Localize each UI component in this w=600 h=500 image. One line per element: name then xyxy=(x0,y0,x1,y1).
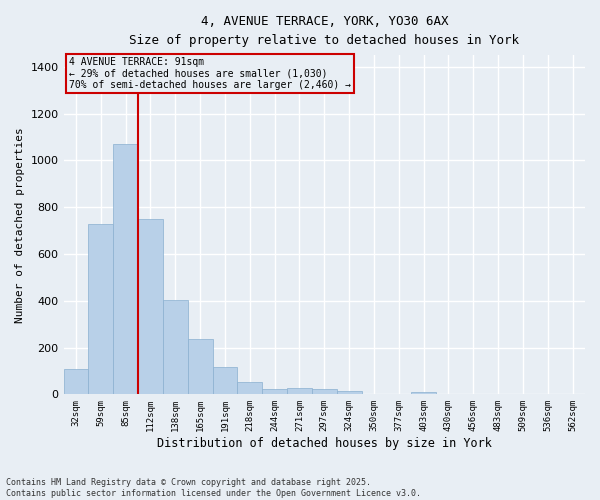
Bar xyxy=(64,368,88,394)
Bar xyxy=(238,382,262,394)
Bar xyxy=(212,368,238,394)
Text: Contains HM Land Registry data © Crown copyright and database right 2025.
Contai: Contains HM Land Registry data © Crown c… xyxy=(6,478,421,498)
Y-axis label: Number of detached properties: Number of detached properties xyxy=(15,127,25,322)
Bar xyxy=(262,389,287,394)
Bar xyxy=(312,389,337,394)
X-axis label: Distribution of detached houses by size in York: Distribution of detached houses by size … xyxy=(157,437,492,450)
Bar xyxy=(88,224,113,394)
Bar xyxy=(188,340,212,394)
Bar xyxy=(163,300,188,394)
Bar xyxy=(411,392,436,394)
Title: 4, AVENUE TERRACE, YORK, YO30 6AX
Size of property relative to detached houses i: 4, AVENUE TERRACE, YORK, YO30 6AX Size o… xyxy=(129,15,519,47)
Bar xyxy=(113,144,138,395)
Text: 4 AVENUE TERRACE: 91sqm
← 29% of detached houses are smaller (1,030)
70% of semi: 4 AVENUE TERRACE: 91sqm ← 29% of detache… xyxy=(69,57,351,90)
Bar xyxy=(337,391,362,394)
Bar xyxy=(287,388,312,394)
Bar xyxy=(138,219,163,394)
